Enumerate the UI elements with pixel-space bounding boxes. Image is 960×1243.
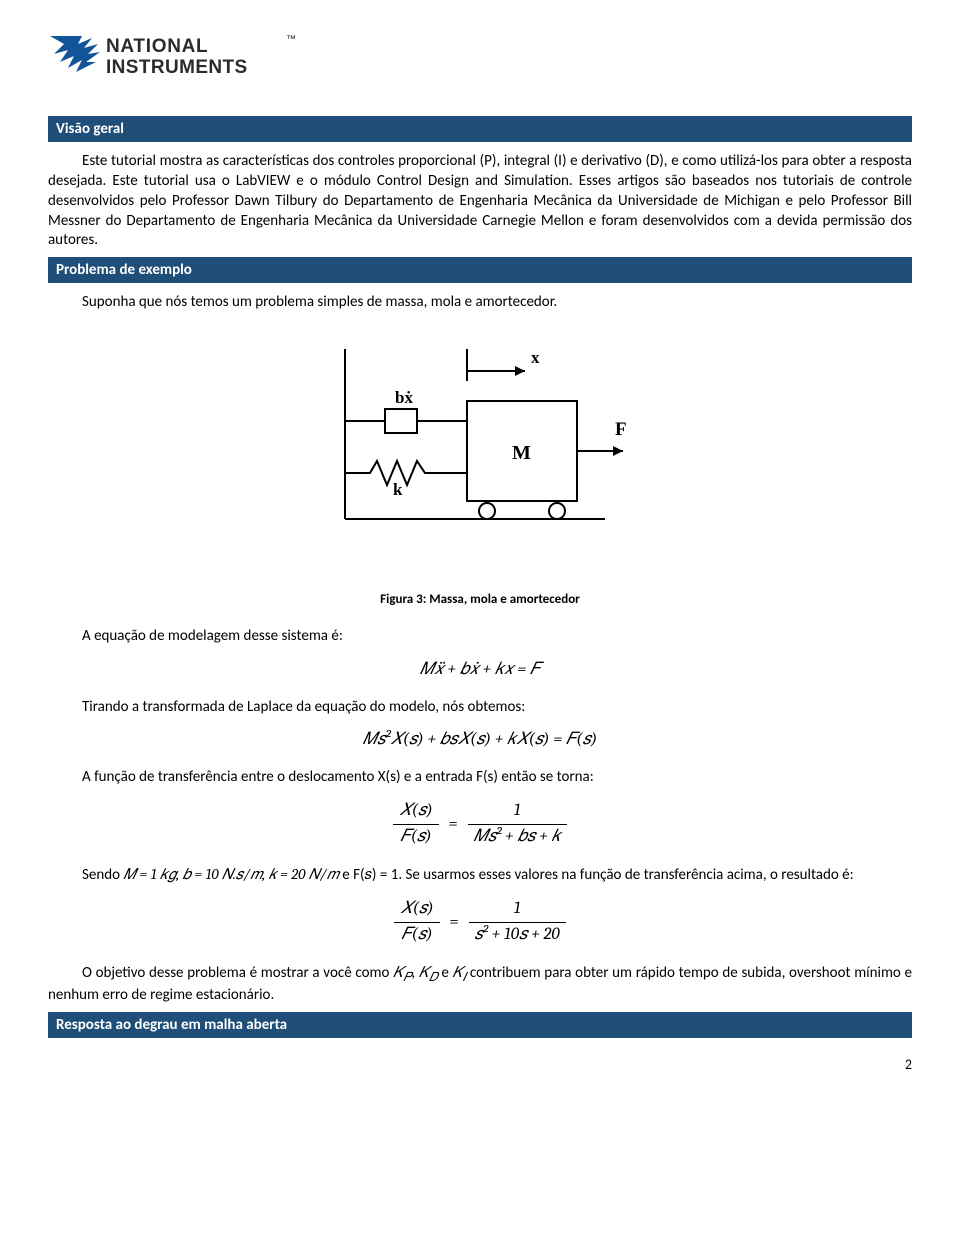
section-header-resposta: Resposta ao degrau em malha aberta <box>48 1012 912 1038</box>
section-header-visao-geral: Visão geral <box>48 116 912 142</box>
eq4-right-den: 𝑠² + 10𝑠 + 20 <box>469 923 566 947</box>
logo-text-top: NATIONAL <box>106 36 208 57</box>
paragraph-suponha: Suponha que nós temos um problema simple… <box>48 293 912 313</box>
eq3-right-num: 1 <box>468 800 567 825</box>
sep2: e <box>438 964 453 982</box>
figure-mass-spring-damper: x bẋ k M F Figura 3: Massa, mola e amort… <box>48 341 912 609</box>
eq3-left-den: 𝐹(𝑠) <box>393 825 438 849</box>
objetivo-a: O objetivo desse problema é mostrar a vo… <box>82 964 393 982</box>
eq4-right-num: 1 <box>469 898 566 923</box>
eq3-left-num: 𝑋(𝑠) <box>393 800 438 825</box>
paragraph-intro: Este tutorial mostra as características … <box>48 152 912 251</box>
equation-2: 𝑀𝑠²𝑋(𝑠) + 𝑏𝑠𝑋(𝑠) + 𝑘𝑋(𝑠) = 𝐹(𝑠) <box>48 729 912 752</box>
eq3-right-den: 𝑀𝑠² + 𝑏𝑠 + 𝑘 <box>468 825 567 849</box>
label-bx: bẋ <box>395 388 413 407</box>
paragraph-objetivo: O objetivo desse problema é mostrar a vo… <box>48 963 912 1006</box>
label-k: k <box>393 480 403 499</box>
diagram-svg: x bẋ k M F <box>315 341 645 541</box>
kd: 𝐾𝐷 <box>419 963 438 981</box>
paragraph-modelagem: A equação de modelagem desse sistema é: <box>48 627 912 647</box>
paragraph-laplace: Tirando a transformada de Laplace da equ… <box>48 698 912 718</box>
section-header-problema: Problema de exemplo <box>48 257 912 283</box>
ni-logo-svg: NATIONAL INSTRUMENTS ™ <box>48 28 298 84</box>
logo-tm: ™ <box>286 34 296 45</box>
paragraph-transfer: A função de transferência entre o desloc… <box>48 768 912 788</box>
figure-caption: Figura 3: Massa, mola e amortecedor <box>48 591 912 609</box>
equation-1: 𝑀𝑥̈ + 𝑏𝑥̇ + 𝑘𝑥 = 𝐹 <box>48 659 912 682</box>
page-number: 2 <box>48 1056 912 1075</box>
eq4-left-num: 𝑋(𝑠) <box>394 898 439 923</box>
label-F: F <box>615 419 627 440</box>
ki: 𝐾𝐼 <box>453 963 467 981</box>
sendo-pre: Sendo <box>82 866 123 884</box>
sendo-mid: e F(𝑠) = 1. Se usarmos esses valores na … <box>339 866 854 884</box>
sep1: , <box>411 964 418 982</box>
paragraph-sendo: Sendo 𝑀 = 1 𝑘𝑔, 𝑏 = 10 𝑁.𝑠/𝑚, 𝑘 = 20 𝑁/𝑚… <box>48 865 912 886</box>
label-x: x <box>531 348 540 367</box>
equation-3: 𝑋(𝑠) 𝐹(𝑠) = 1 𝑀𝑠² + 𝑏𝑠 + 𝑘 <box>48 800 912 849</box>
ni-logo: NATIONAL INSTRUMENTS ™ <box>48 28 912 84</box>
equation-4: 𝑋(𝑠) 𝐹(𝑠) = 1 𝑠² + 10𝑠 + 20 <box>48 898 912 947</box>
sendo-vals: 𝑀 = 1 𝑘𝑔, 𝑏 = 10 𝑁.𝑠/𝑚, 𝑘 = 20 𝑁/𝑚 <box>123 865 338 883</box>
kp: 𝐾𝑃 <box>393 963 411 981</box>
logo-text-bottom: INSTRUMENTS <box>106 57 248 78</box>
eq4-left-den: 𝐹(𝑠) <box>394 923 439 947</box>
label-M: M <box>512 442 531 464</box>
